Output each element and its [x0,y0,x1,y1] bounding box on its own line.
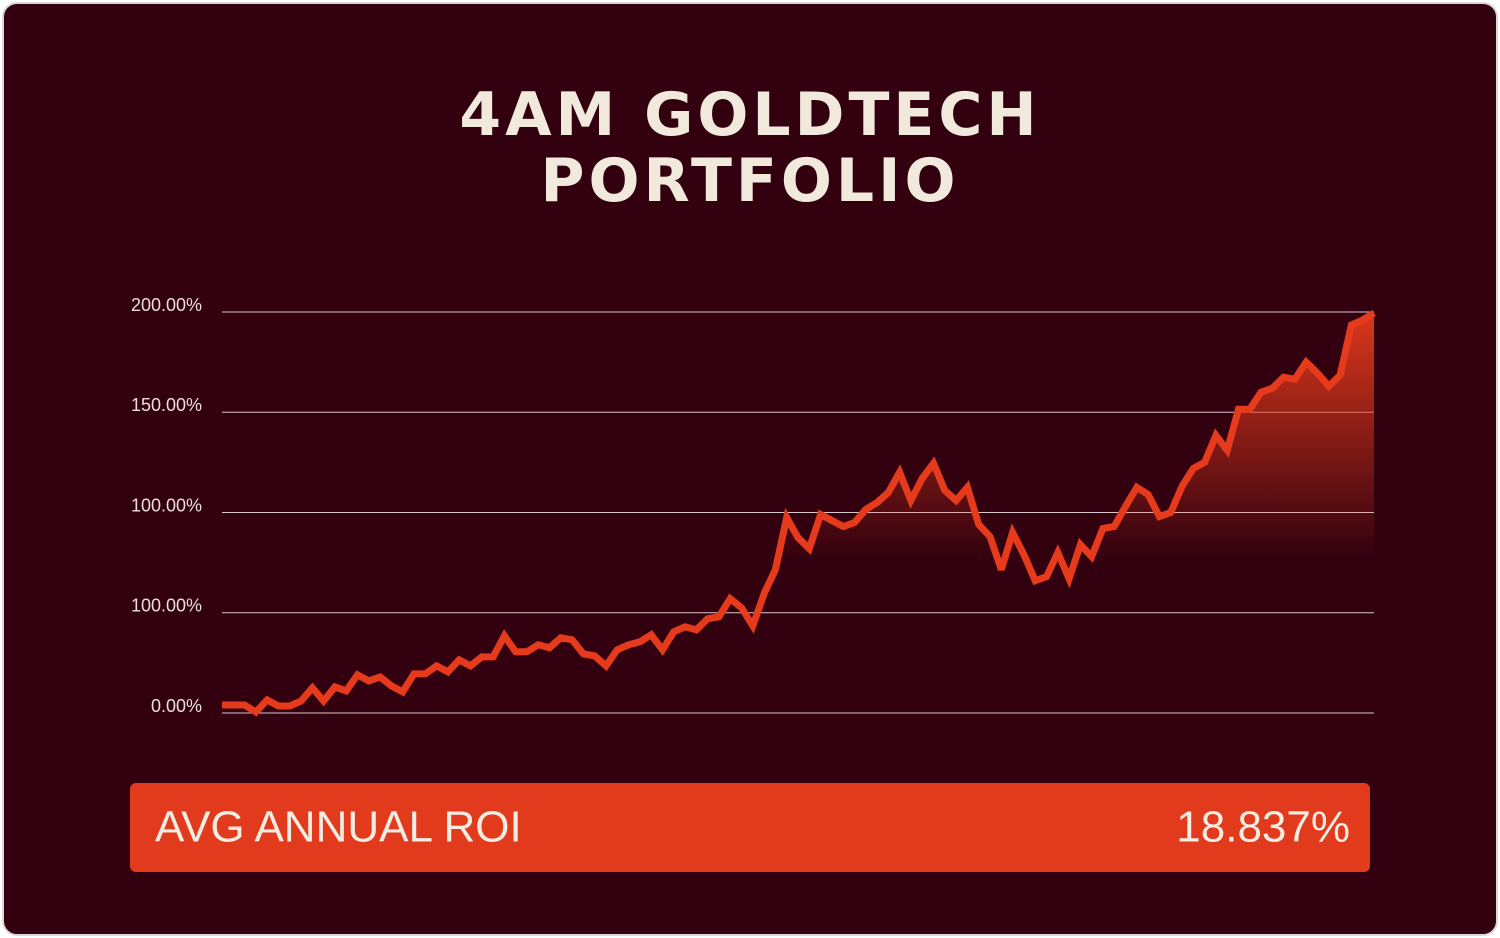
roi-label: AVG ANNUAL ROI [155,803,522,852]
chart-title: 4AM GOLDTECH PORTFOLIO [459,80,1041,216]
y-tick-label: 100.00% [131,596,202,616]
y-tick-label: 150.00% [131,395,202,415]
line [222,310,1376,717]
roi-bar [130,783,1370,872]
roi-value: 18.837% [1176,803,1350,852]
area [222,313,1374,713]
y-tick-label: 200.00% [131,295,202,315]
y-tick-label: 100.00% [131,495,202,515]
y-tick-label: 0.00% [151,696,202,716]
